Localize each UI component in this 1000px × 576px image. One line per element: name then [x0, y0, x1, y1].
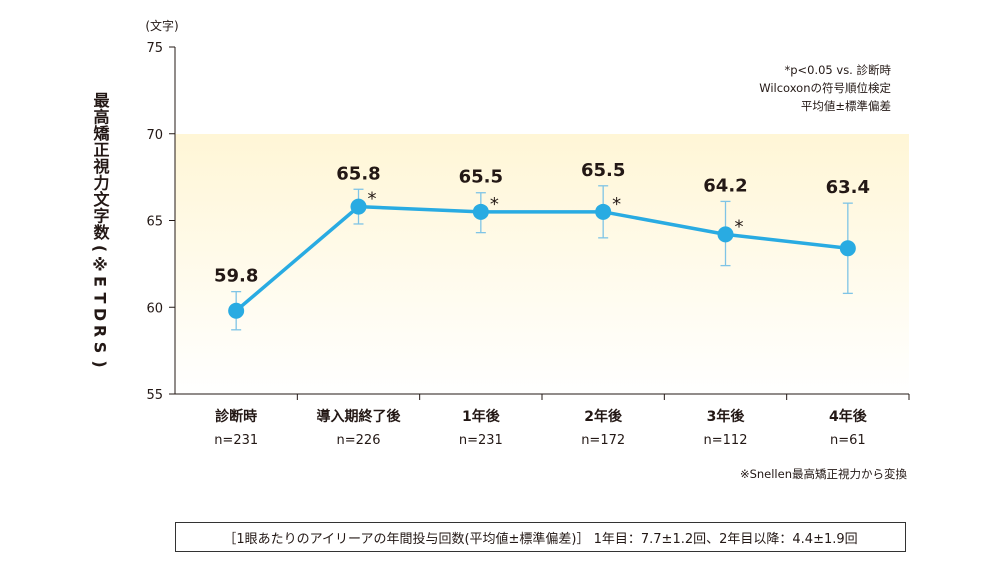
data-point [717, 226, 734, 243]
data-point [228, 302, 245, 319]
y-axis-label-char: D [91, 308, 110, 321]
significance-mark: * [735, 216, 744, 237]
x-category-label: 1年後 [462, 408, 501, 425]
x-n-label: n=226 [337, 433, 381, 448]
y-tick-label: 70 [146, 128, 163, 143]
y-tick-label: 60 [146, 301, 163, 316]
data-label: 59.8 [214, 266, 258, 287]
footer-box: ［1眼あたりのアイリーアの年間投与回数(平均値±標準偏差)］ 1年目：7.7±1… [175, 522, 906, 552]
x-n-label: n=61 [830, 433, 866, 448]
significance-mark: * [612, 194, 621, 215]
y-axis-label-char: ( [91, 245, 110, 252]
footer-text: ［1眼あたりのアイリーアの年間投与回数(平均値±標準偏差)］ 1年目：7.7±1… [223, 531, 858, 547]
y-tick-label: 75 [146, 41, 163, 56]
x-category-label: 4年後 [829, 408, 868, 425]
y-axis-label-char: ) [91, 360, 110, 367]
footnote: ※Snellen最高矯正視力から変換 [740, 467, 908, 481]
data-point [350, 198, 367, 215]
plot-background [175, 134, 909, 394]
x-category-label: 3年後 [707, 408, 746, 425]
y-axis-label-char: 高 [91, 108, 110, 126]
significance-mark: * [490, 194, 499, 215]
y-axis-label-char: S [91, 342, 110, 354]
y-axis-label-char: E [91, 276, 110, 287]
y-tick-label: 55 [146, 388, 163, 403]
y-axis-label-char: 視 [91, 157, 111, 175]
y-axis-label-char: 正 [91, 142, 110, 158]
data-point [839, 240, 856, 257]
x-n-label: n=172 [581, 433, 625, 448]
y-axis-label-char: 数 [91, 223, 110, 241]
y-axis-label-char: 矯 [91, 124, 111, 142]
x-n-label: n=231 [214, 433, 258, 448]
x-n-label: n=112 [704, 433, 748, 448]
significance-mark: * [368, 189, 377, 210]
x-category-label: 2年後 [584, 408, 623, 425]
x-n-label: n=231 [459, 433, 503, 448]
note-test: Wilcoxonの符号順位検定 [759, 81, 891, 95]
data-point [595, 203, 612, 220]
series-line [235, 204, 849, 313]
x-category-label: 診断時 [215, 408, 257, 425]
y-axis-label-char: R [91, 325, 110, 337]
y-axis-label-char: 字 [91, 207, 110, 225]
y-unit-label: (文字) [145, 18, 178, 33]
y-axis-label-char: 文 [91, 190, 110, 208]
x-category-label: 導入期終了後 [317, 408, 402, 425]
y-axis-label-char: T [91, 293, 110, 304]
y-axis-label-char: ※ [91, 256, 110, 275]
note-significance: *p<0.05 vs. 診断時 [784, 63, 891, 77]
y-tick-label: 65 [146, 215, 163, 230]
data-label: 65.8 [336, 163, 380, 184]
data-label: 65.5 [459, 167, 503, 188]
y-axis-label-char: 最 [91, 92, 110, 109]
y-axis-label-char: 力 [91, 174, 110, 192]
data-label: 63.4 [826, 177, 870, 198]
data-point [472, 203, 489, 220]
note-stat: 平均値±標準偏差 [801, 99, 891, 113]
data-label: 64.2 [703, 175, 747, 196]
data-label: 65.5 [581, 160, 625, 181]
